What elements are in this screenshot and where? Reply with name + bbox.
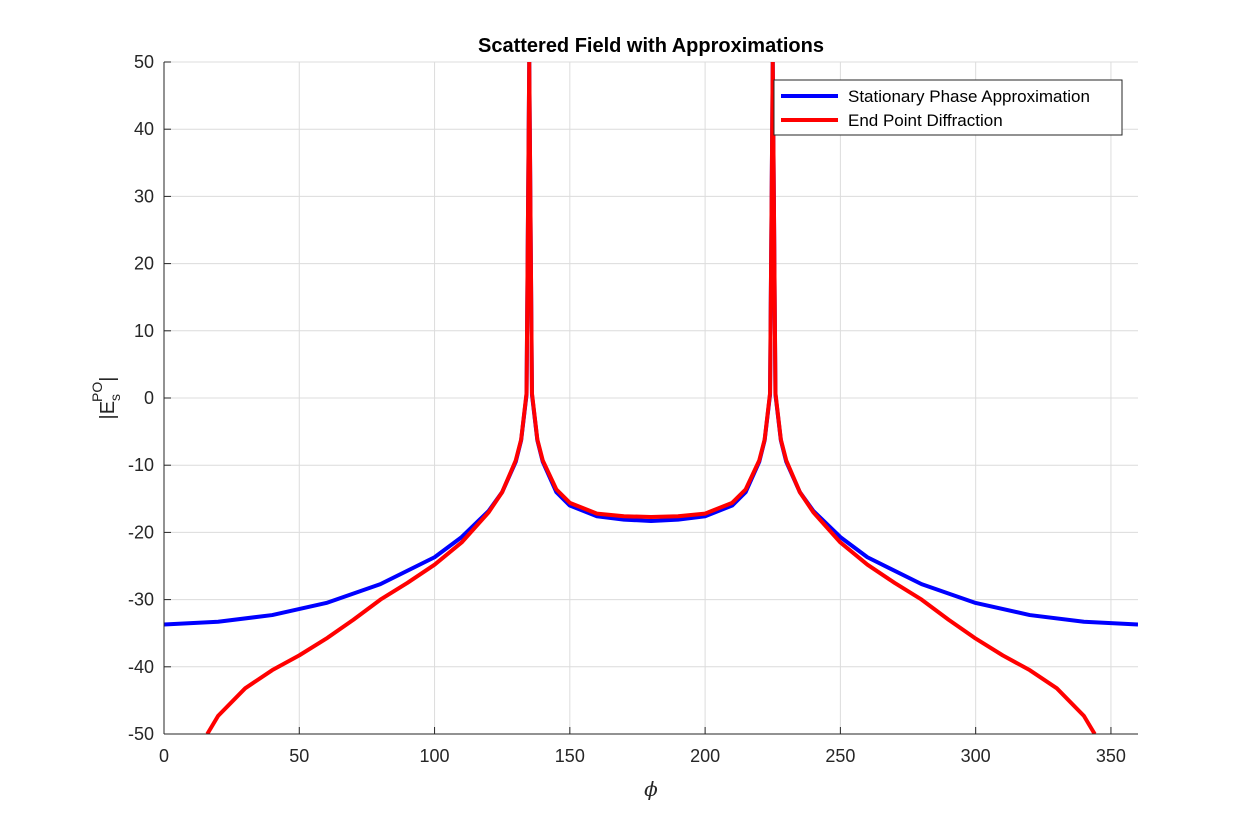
y-tick-label: 50 — [134, 52, 154, 72]
axes: 0 50 100 150 200 250 300 350 -50 -40 -30 -20 -10 0 10 2… — [128, 52, 1138, 766]
y-tick-label: 10 — [134, 321, 154, 341]
series-line-1 — [205, 62, 1097, 734]
x-tick-label: 350 — [1096, 746, 1126, 766]
x-tick-label: 300 — [961, 746, 991, 766]
y-tick-label: 0 — [144, 388, 154, 408]
legend-label-stationary-phase: Stationary Phase Approximation — [848, 87, 1090, 106]
legend: Stationary Phase Approximation End Point… — [773, 79, 1123, 136]
y-axis-label-close: | — [97, 377, 119, 382]
x-tick-label: 50 — [289, 746, 309, 766]
x-tick-label: 250 — [825, 746, 855, 766]
y-tick-label: -10 — [128, 455, 154, 475]
x-tick-label: 100 — [420, 746, 450, 766]
legend-box — [773, 79, 1123, 136]
y-tick-label: 40 — [134, 119, 154, 139]
x-axis-label: ϕ — [644, 777, 658, 801]
x-tick-label: 200 — [690, 746, 720, 766]
y-tick-label: -20 — [128, 522, 154, 542]
x-tick-label: 150 — [555, 746, 585, 766]
chart-title: Scattered Field with Approximations — [478, 35, 824, 57]
y-tick-label: -50 — [128, 724, 154, 744]
series-layer — [164, 62, 1138, 734]
svg-text:|EsPO|: |EsPO| — [89, 377, 123, 420]
y-axis-label-sup: PO — [89, 382, 105, 402]
y-axis-label-sub: s — [107, 394, 123, 401]
x-tick-label: 0 — [159, 746, 169, 766]
y-tick-label: 20 — [134, 254, 154, 274]
y-tick-label: -40 — [128, 657, 154, 677]
y-axis-label-base: |E — [97, 401, 119, 420]
legend-label-end-point: End Point Diffraction — [848, 111, 1003, 130]
y-tick-label: -30 — [128, 590, 154, 610]
y-tick-label: 30 — [134, 186, 154, 206]
y-axis-label: |EsPO| — [89, 377, 123, 420]
